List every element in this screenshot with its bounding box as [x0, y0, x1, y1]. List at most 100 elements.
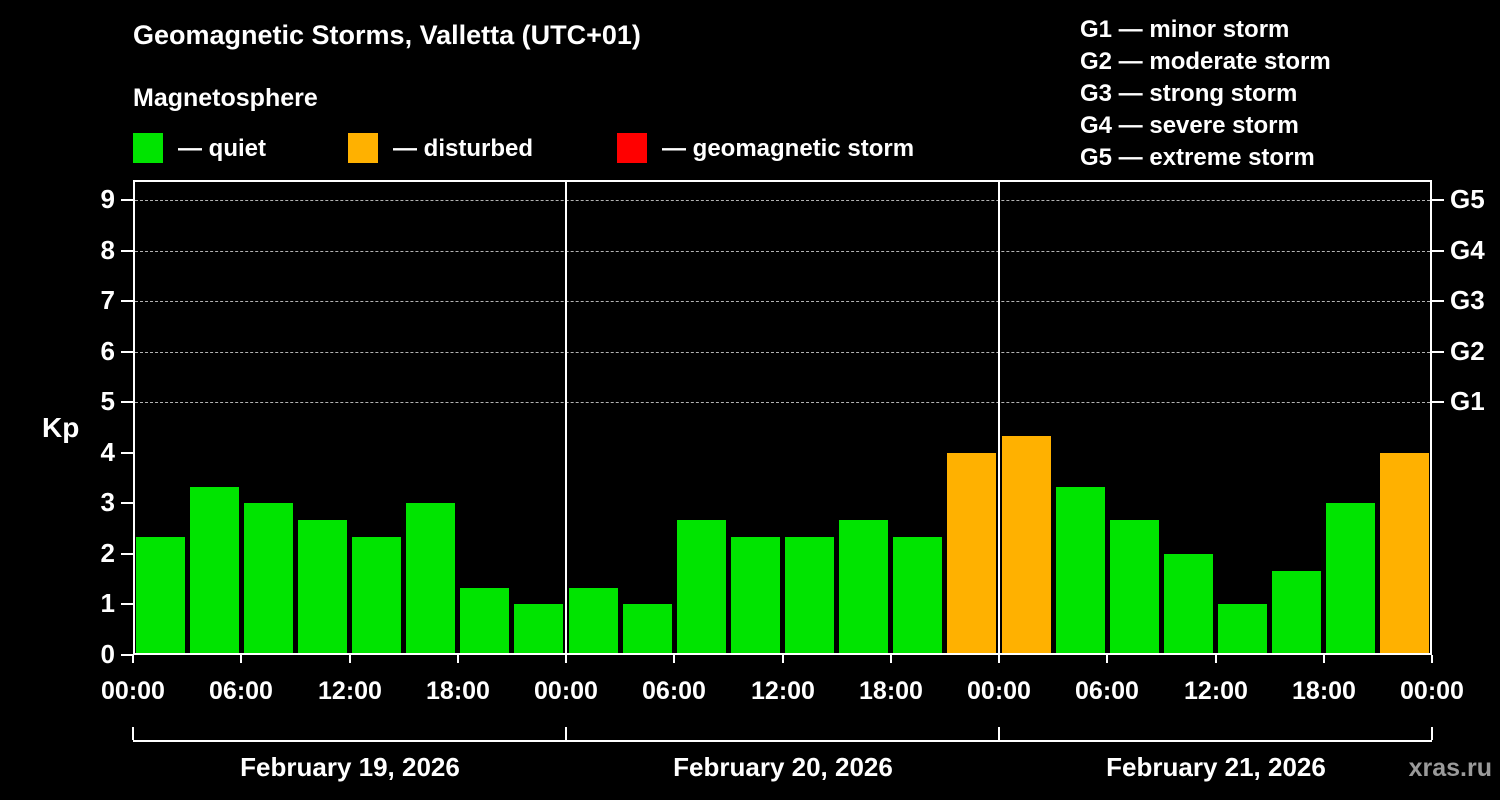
y-tick-label: 0	[100, 639, 115, 669]
kp-bar	[623, 604, 672, 653]
storm-scale-legend-line: G3 — strong storm	[1080, 80, 1298, 107]
y-tick-label: 9	[100, 184, 115, 214]
date-axis-line	[133, 740, 1432, 742]
x-axis-tick	[1215, 655, 1217, 663]
storm-scale-legend-line: G5 — extreme storm	[1080, 144, 1315, 171]
x-axis-tick	[349, 655, 351, 663]
x-tick-label: 00:00	[534, 677, 598, 705]
x-tick-label: 00:00	[1400, 677, 1464, 705]
date-axis-tick	[565, 727, 567, 740]
kp-bar	[839, 520, 888, 653]
y-tick-label: 2	[100, 538, 115, 568]
x-axis-tick	[132, 655, 134, 663]
y-axis-tick	[121, 452, 133, 454]
y-tick-label: 4	[100, 437, 115, 467]
x-tick-label: 18:00	[426, 677, 490, 705]
date-label: February 21, 2026	[1106, 752, 1326, 782]
kp-bar	[1056, 487, 1105, 653]
legend-swatch-disturbed	[348, 133, 378, 163]
legend-label-quiet: — quiet	[178, 135, 266, 162]
y-tick-label: 5	[100, 386, 115, 416]
y-axis-tick	[121, 553, 133, 555]
kp-bar	[1164, 554, 1213, 653]
day-separator-line	[998, 180, 1000, 655]
kp-bar	[298, 520, 347, 653]
right-axis-tick	[1432, 401, 1444, 403]
x-tick-label: 18:00	[1292, 677, 1356, 705]
g-level-label: G5	[1450, 184, 1485, 214]
x-axis-tick	[1431, 655, 1433, 663]
y-tick-label: 6	[100, 336, 115, 366]
y-axis-tick	[121, 401, 133, 403]
g-level-label: G2	[1450, 336, 1485, 366]
x-tick-label: 18:00	[859, 677, 923, 705]
y-tick-label: 1	[100, 588, 115, 618]
kp-bar	[244, 503, 293, 653]
day-separator-line	[565, 180, 567, 655]
x-tick-label: 12:00	[318, 677, 382, 705]
watermark: xras.ru	[1408, 754, 1492, 782]
kp-bar	[514, 604, 563, 653]
y-axis-tick	[121, 654, 133, 656]
x-tick-label: 12:00	[751, 677, 815, 705]
gridline-kp-6	[135, 352, 1430, 353]
date-axis-tick	[1431, 727, 1433, 740]
storm-scale-legend-line: G4 — severe storm	[1080, 112, 1299, 139]
x-axis-tick	[457, 655, 459, 663]
kp-bar	[460, 588, 509, 653]
y-axis-tick	[121, 502, 133, 504]
g-level-label: G1	[1450, 386, 1485, 416]
kp-bar	[190, 487, 239, 653]
y-axis-tick	[121, 603, 133, 605]
x-axis-tick	[998, 655, 1000, 663]
date-label: February 20, 2026	[673, 752, 893, 782]
legend-swatch-quiet	[133, 133, 163, 163]
gridline-kp-7	[135, 301, 1430, 302]
x-axis-tick	[565, 655, 567, 663]
kp-bar	[1002, 436, 1051, 653]
storm-scale-legend: G1 — minor storm G2 — moderate storm G3 — …	[1080, 14, 1331, 174]
kp-bar	[406, 503, 455, 653]
kp-bar	[352, 537, 401, 653]
chart-title: Geomagnetic Storms, Valletta (UTC+01)	[133, 20, 641, 50]
y-tick-label: 8	[100, 235, 115, 265]
y-axis-tick	[121, 351, 133, 353]
gridline-kp-5	[135, 402, 1430, 403]
y-axis-tick	[121, 250, 133, 252]
x-axis-tick	[782, 655, 784, 663]
x-tick-label: 06:00	[209, 677, 273, 705]
storm-scale-legend-line: G2 — moderate storm	[1080, 48, 1331, 75]
right-axis-tick	[1432, 300, 1444, 302]
legend-label-disturbed: — disturbed	[393, 135, 534, 162]
x-tick-label: 12:00	[1184, 677, 1248, 705]
kp-bar	[893, 537, 942, 653]
right-axis-tick	[1432, 351, 1444, 353]
y-axis-tick	[121, 199, 133, 201]
kp-bar	[677, 520, 726, 653]
g-level-label: G3	[1450, 285, 1485, 315]
y-tick-label: 3	[100, 487, 115, 517]
x-tick-label: 00:00	[101, 677, 165, 705]
y-tick-label: 7	[100, 285, 115, 315]
right-axis-tick	[1432, 250, 1444, 252]
x-axis-tick	[1323, 655, 1325, 663]
date-axis-tick	[998, 727, 1000, 740]
x-axis-tick	[673, 655, 675, 663]
plot-frame	[133, 180, 1432, 655]
kp-bar	[1110, 520, 1159, 653]
kp-axis-label: Kp	[42, 412, 80, 443]
chart-subtitle: Magnetosphere	[133, 84, 318, 112]
x-axis-tick	[240, 655, 242, 663]
kp-bar	[136, 537, 185, 653]
date-axis-tick	[132, 727, 134, 740]
x-axis-tick	[1106, 655, 1108, 663]
kp-bar	[569, 588, 618, 653]
x-tick-label: 00:00	[967, 677, 1031, 705]
x-tick-label: 06:00	[1075, 677, 1139, 705]
x-axis-tick	[890, 655, 892, 663]
storm-scale-legend-line: G1 — minor storm	[1080, 16, 1290, 43]
legend-swatch-storm	[617, 133, 647, 163]
kp-bar	[947, 453, 996, 653]
g-level-label: G4	[1450, 235, 1485, 265]
